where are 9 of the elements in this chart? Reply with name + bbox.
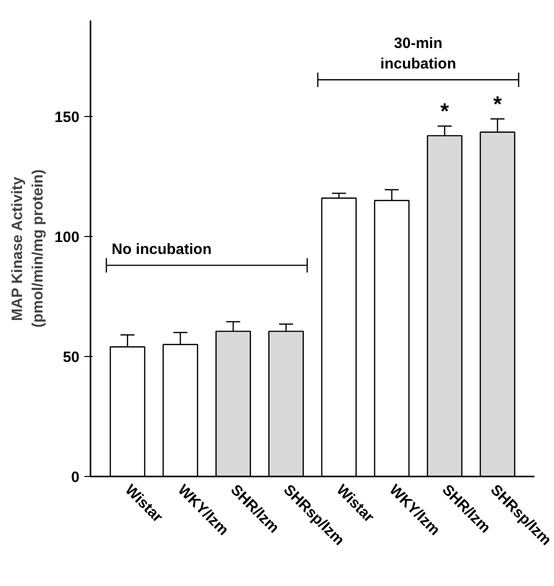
y-tick-label: 0 [71, 469, 80, 486]
annotation: No incubation [112, 241, 212, 258]
annotation: 30-min incubation [380, 35, 456, 73]
y-axis-title: MAP Kinase Activity (pmol/min/mg protein) [9, 169, 46, 328]
y-tick-label: 100 [54, 229, 80, 246]
annotation: * [493, 92, 502, 116]
annotation: * [440, 98, 450, 124]
y-tick-label: 150 [54, 109, 80, 126]
y-tick-label: 50 [62, 349, 80, 366]
